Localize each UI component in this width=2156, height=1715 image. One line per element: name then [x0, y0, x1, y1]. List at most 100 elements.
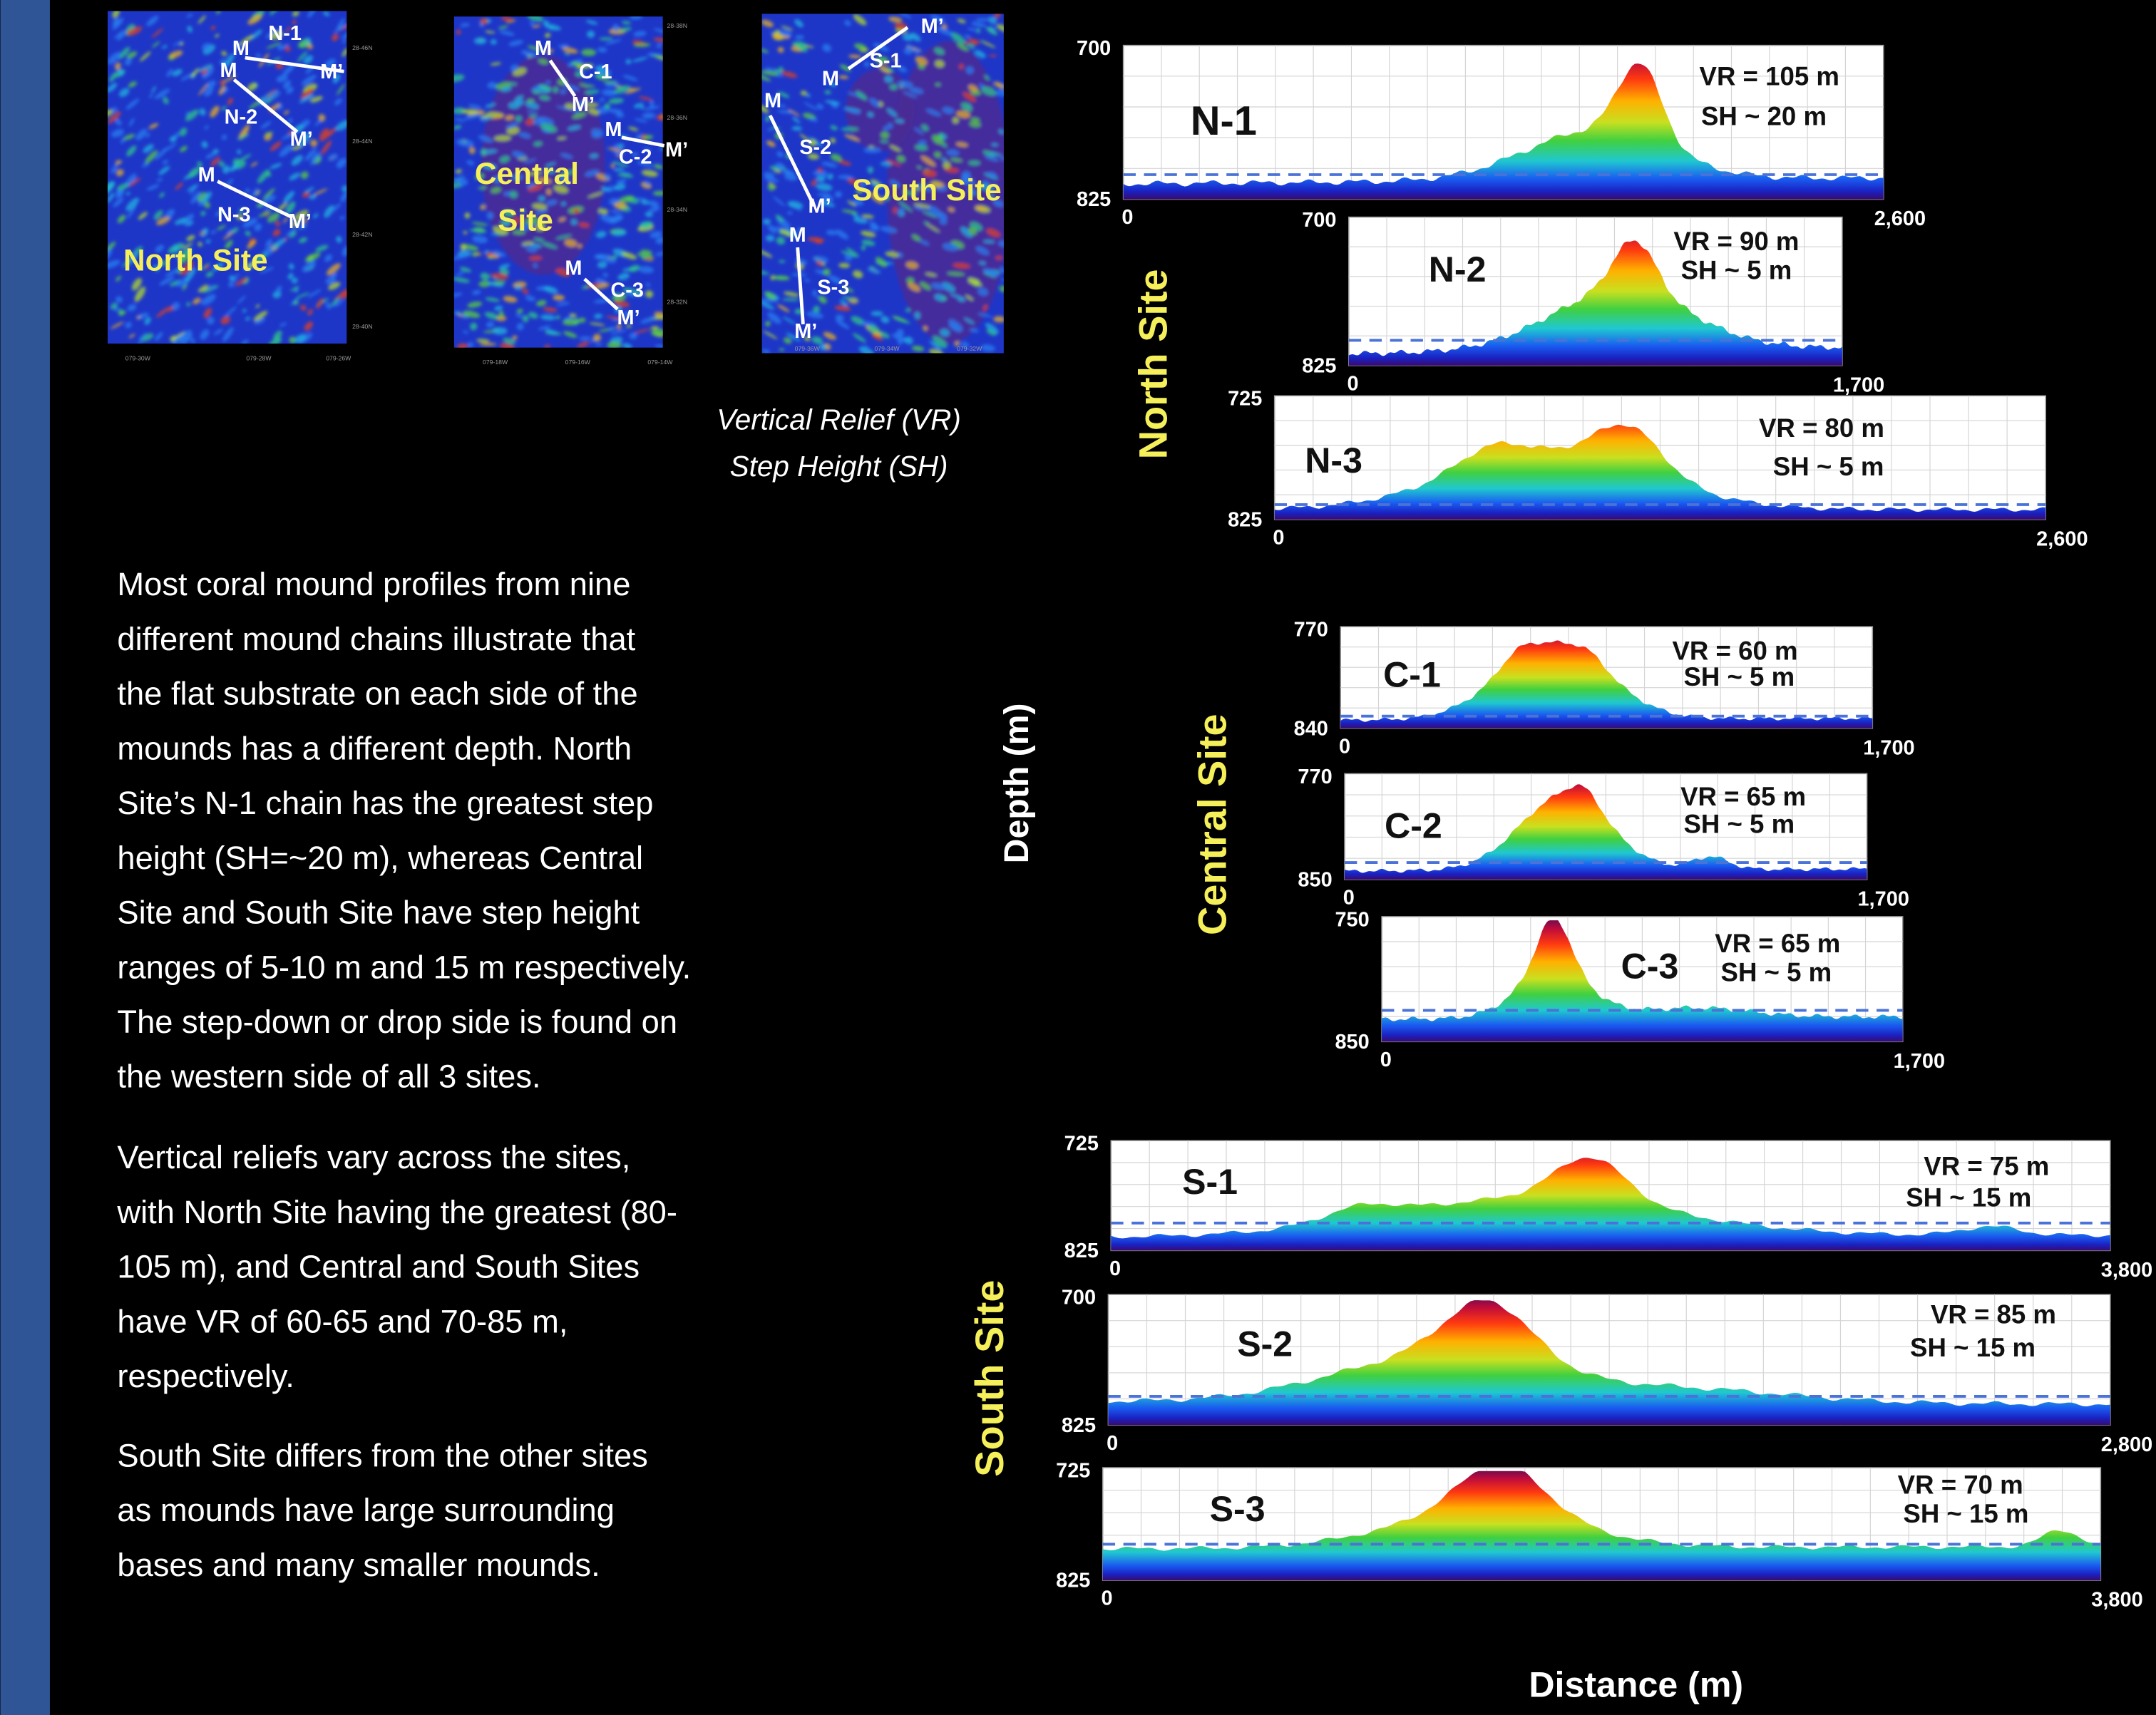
sh-label: SH ~ 5 m	[1773, 452, 1884, 481]
distance-start-label: 0	[1273, 526, 1284, 549]
distance-end-label: 2,800	[2101, 1433, 2152, 1456]
map-label: S-2	[799, 136, 831, 159]
profile-name: C-3	[1621, 946, 1679, 986]
depth-top-label: 700	[1062, 1286, 1096, 1309]
paragraph-line: bases and many smaller mounds.	[117, 1547, 600, 1583]
site-label: Central Site	[1190, 714, 1235, 935]
paragraph-line: Site’s N-1 chain has the greatest step	[117, 785, 653, 821]
slide: N-1MMM’N-2M’MN-3M’North Site28-46N28-44N…	[0, 0, 2156, 1715]
legend-text: Step Height (SH)	[730, 450, 948, 483]
depth-bottom-label: 840	[1294, 717, 1328, 740]
map-label: N-3	[217, 203, 251, 226]
depth-top-label: 725	[1064, 1133, 1099, 1155]
profile-name: S-3	[1210, 1489, 1266, 1529]
map-axis-label: 28-36N	[667, 114, 687, 121]
paragraph-line: the flat substrate on each side of the	[117, 676, 637, 712]
map-label: M	[565, 257, 582, 280]
profile-name: C-1	[1383, 655, 1441, 695]
depth-bottom-label: 850	[1298, 868, 1332, 891]
distance-end-label: 2,600	[2036, 527, 2088, 550]
map-axis-label: 079-26W	[326, 354, 351, 361]
depth-top-label: 750	[1335, 908, 1369, 931]
map-label: M’	[289, 210, 312, 233]
paragraph-line: The step-down or drop side is found on	[117, 1004, 677, 1040]
x-axis-title: Distance (m)	[1529, 1665, 1743, 1705]
distance-end-label: 1,700	[1894, 1050, 1945, 1073]
paragraph-line: height (SH=~20 m), whereas Central	[117, 840, 643, 876]
paragraph-line: have VR of 60-65 and 70-85 m,	[117, 1303, 568, 1339]
map-label: C-3	[610, 279, 644, 302]
distance-start-label: 0	[1107, 1432, 1118, 1455]
profile-name: S-2	[1237, 1324, 1293, 1364]
paragraph-line: Vertical reliefs vary across the sites,	[117, 1139, 630, 1175]
depth-top-label: 725	[1056, 1459, 1090, 1482]
profile-name: N-1	[1191, 98, 1257, 144]
map-label: M	[198, 163, 215, 186]
paragraph-line: mounds has a different depth. North	[117, 730, 632, 766]
sh-label: SH ~ 20 m	[1701, 101, 1827, 130]
map-label: M’	[921, 15, 944, 38]
paragraph-line: South Site differs from the other sites	[117, 1437, 647, 1473]
depth-bottom-label: 825	[1228, 508, 1262, 531]
depth-bottom-label: 825	[1077, 188, 1111, 211]
paragraph-line: the western side of all 3 sites.	[117, 1059, 540, 1095]
paragraph-line: as mounds have large surrounding	[117, 1492, 615, 1528]
map-axis-label: 079-14W	[647, 359, 673, 366]
paragraph-line: Most coral mound profiles from nine	[117, 566, 630, 602]
map-axis-label: 079-18W	[483, 359, 508, 366]
distance-start-label: 0	[1380, 1049, 1392, 1071]
map-label: M’	[808, 195, 831, 218]
vr-label: VR = 65 m	[1715, 929, 1840, 958]
distance-start-label: 0	[1348, 372, 1359, 395]
map-label: M’	[665, 139, 688, 162]
map-relief	[975, 18, 990, 21]
depth-top-label: 700	[1077, 37, 1111, 60]
distance-end-label: 1,700	[1833, 374, 1884, 396]
distance-end-label: 1,700	[1858, 887, 1909, 910]
vr-label: VR = 85 m	[1931, 1300, 2056, 1329]
map-site-name: North Site	[123, 243, 268, 277]
depth-top-label: 700	[1302, 209, 1336, 232]
distance-end-label: 3,800	[2101, 1259, 2152, 1282]
sh-label: SH ~ 15 m	[1910, 1333, 2036, 1362]
legend-text: Vertical Relief (VR)	[717, 403, 961, 436]
sh-label: SH ~ 5 m	[1683, 809, 1795, 838]
map-label: M	[822, 67, 839, 90]
map-site-name: Site	[498, 204, 553, 237]
map-label: M	[789, 224, 806, 247]
map-image	[101, 5, 353, 350]
map-axis-label: 079-30W	[125, 354, 151, 361]
depth-top-label: 725	[1228, 388, 1262, 411]
paragraph-line: 105 m), and Central and South Sites	[117, 1249, 640, 1285]
site-label: South Site	[967, 1279, 1012, 1476]
profile-name: N-3	[1305, 441, 1362, 480]
map-axis-label: 079-28W	[246, 354, 272, 361]
vr-label: VR = 75 m	[1924, 1151, 2049, 1180]
map-label: S-1	[870, 49, 902, 72]
distance-start-label: 0	[1101, 1587, 1112, 1610]
side-bar	[1, 0, 50, 1715]
map-relief	[474, 37, 487, 44]
depth-bottom-label: 825	[1302, 354, 1336, 377]
map-label: M’	[617, 307, 640, 329]
map-axis-label: 28-40N	[352, 323, 372, 330]
distance-start-label: 0	[1121, 206, 1133, 229]
map-axis-label: 079-32W	[957, 345, 982, 352]
profile-name: C-2	[1385, 806, 1442, 846]
map-axis-label: 079-36W	[795, 345, 821, 352]
sh-label: SH ~ 5 m	[1681, 255, 1792, 284]
depth-bottom-label: 850	[1335, 1031, 1369, 1054]
map-axis-label: 28-46N	[352, 44, 372, 51]
map-site-name: South Site	[852, 173, 1002, 207]
map-axis-label: 28-32N	[667, 298, 687, 305]
vr-label: VR = 60 m	[1673, 636, 1798, 665]
map-label: N-1	[268, 22, 302, 45]
distance-start-label: 0	[1339, 735, 1350, 758]
depth-top-label: 770	[1294, 619, 1328, 642]
map-relief	[465, 212, 471, 219]
map-label: M	[220, 59, 237, 82]
map-site-name: Central	[475, 157, 579, 190]
vr-label: VR = 65 m	[1680, 782, 1806, 811]
map-label: M’	[290, 128, 313, 150]
map-label: S-3	[817, 276, 849, 299]
